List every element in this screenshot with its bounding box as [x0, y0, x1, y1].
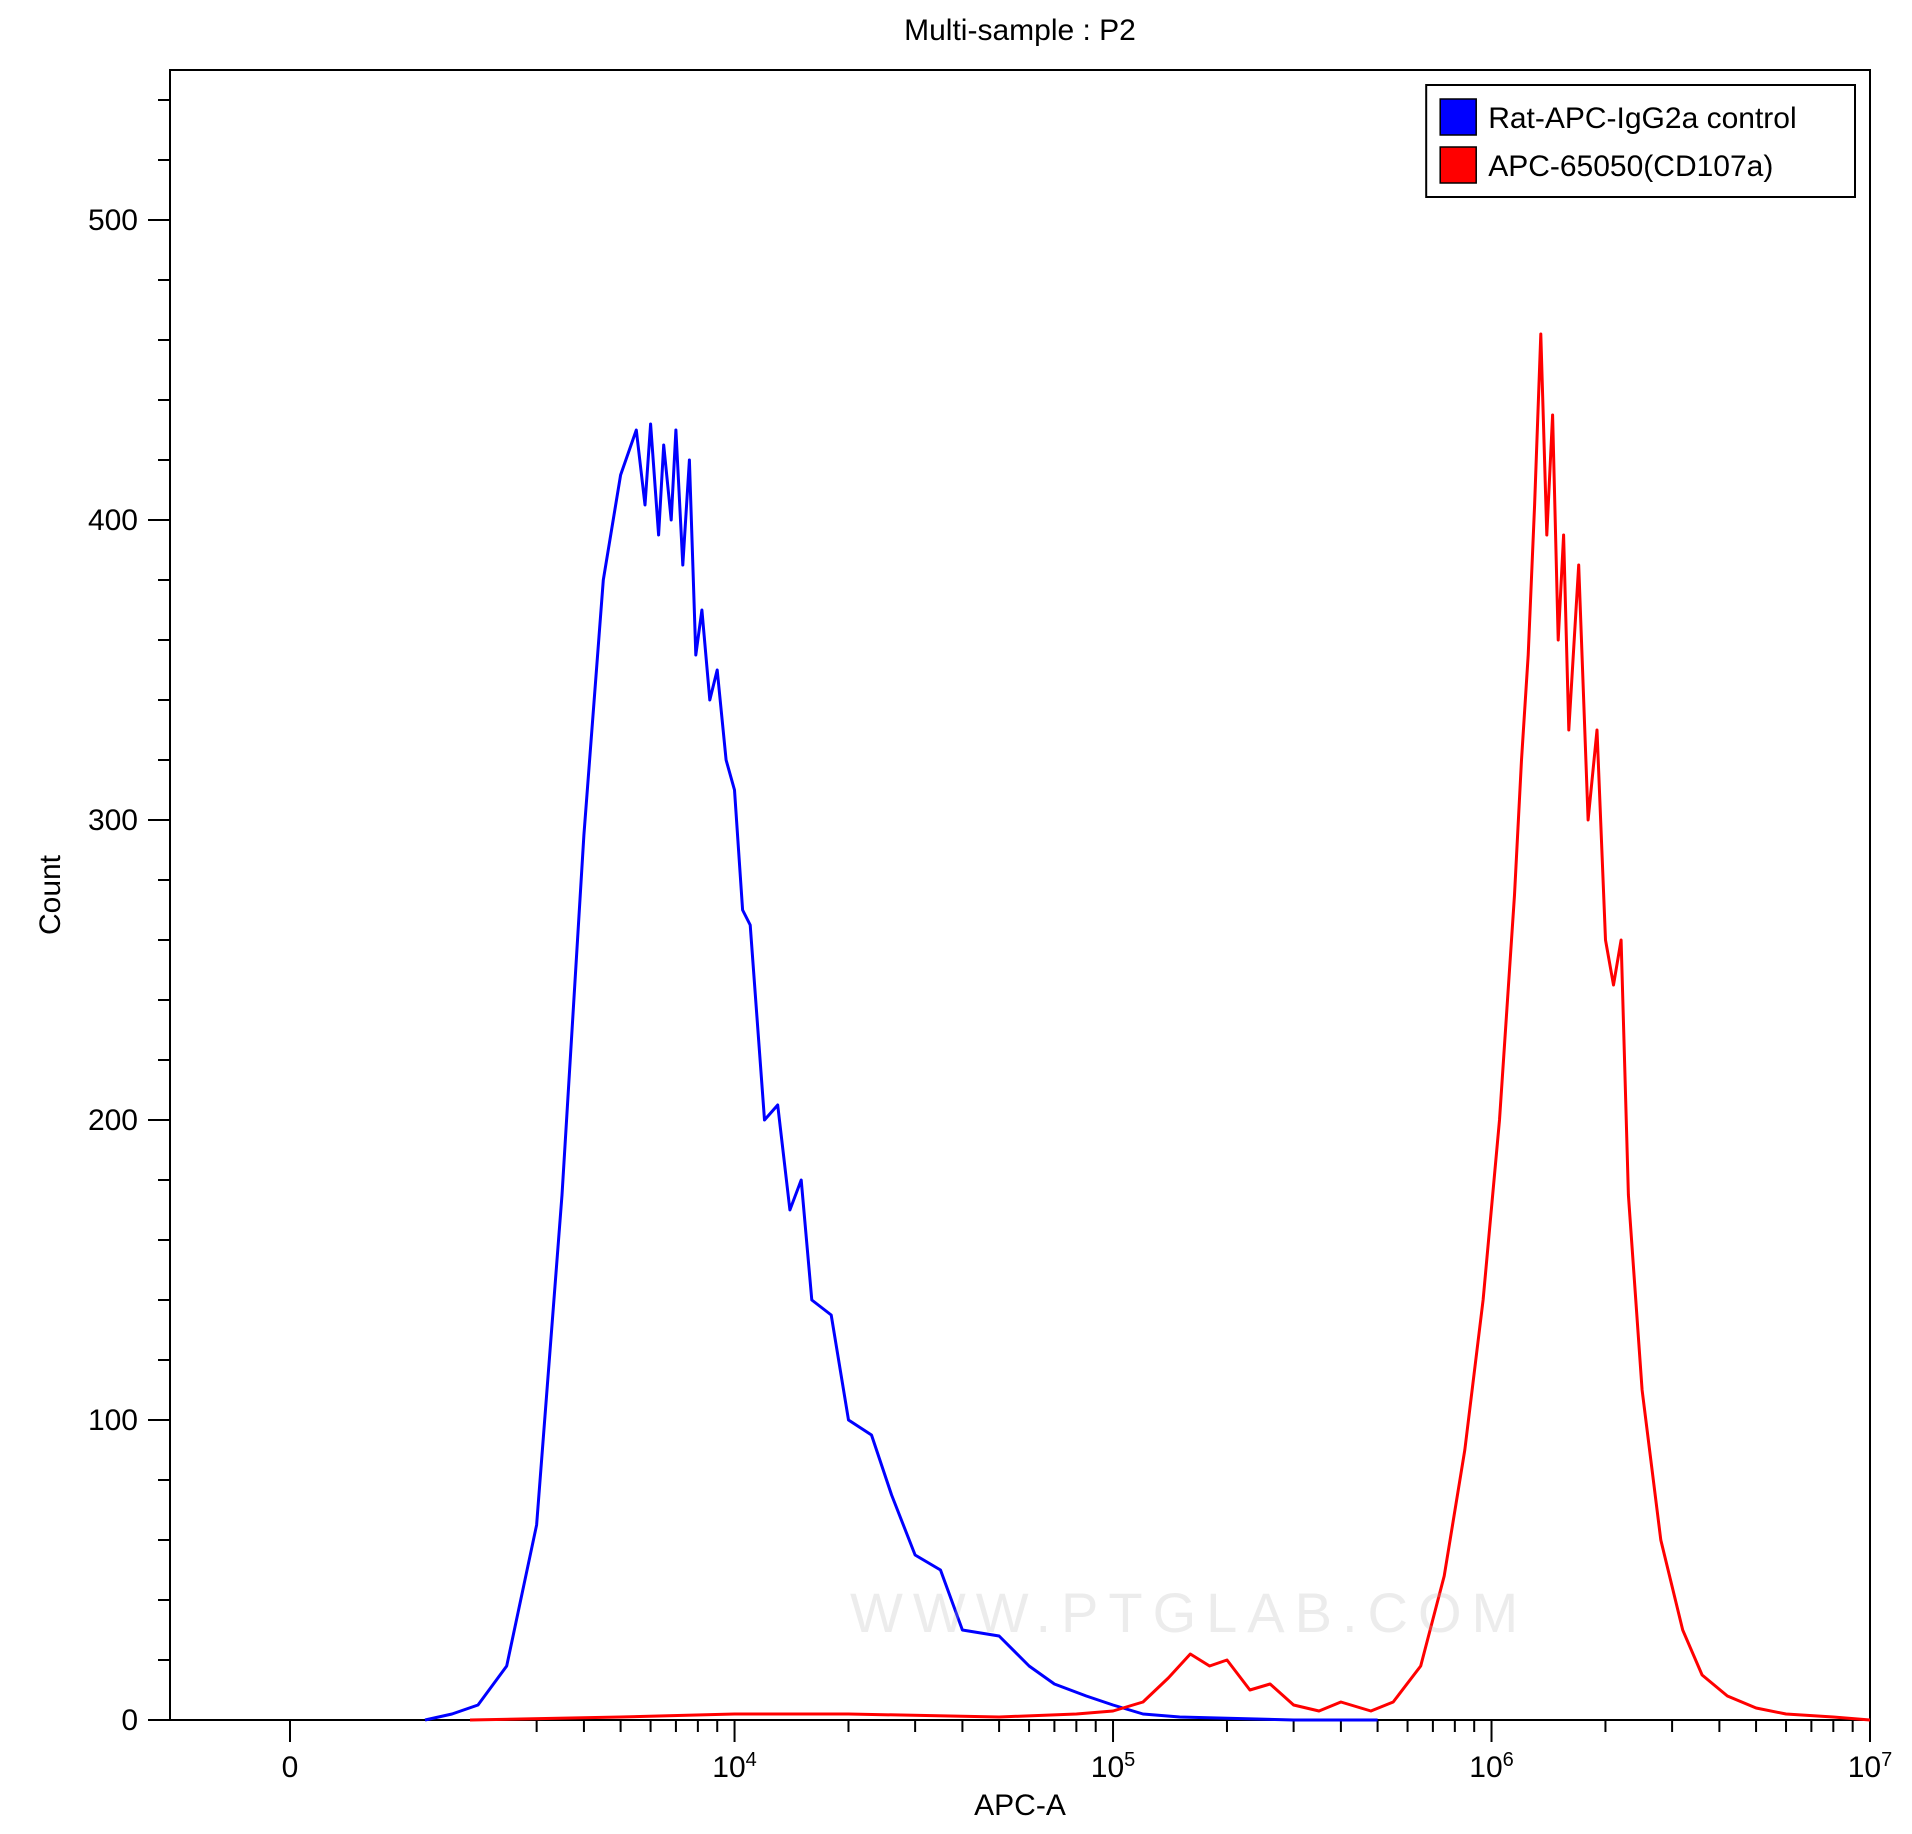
legend-swatch [1440, 99, 1476, 135]
flow-histogram-chart: 01002003004005000104105106107APC-ACountM… [0, 0, 1912, 1834]
legend-swatch [1440, 147, 1476, 183]
svg-text:Multi-sample : P2: Multi-sample : P2 [904, 14, 1136, 47]
legend-label: APC-65050(CD107a) [1488, 150, 1773, 183]
svg-text:200: 200 [88, 1104, 138, 1137]
svg-text:500: 500 [88, 204, 138, 237]
chart-container: 01002003004005000104105106107APC-ACountM… [0, 0, 1912, 1834]
svg-text:0: 0 [121, 1704, 138, 1737]
svg-text:0: 0 [282, 1751, 299, 1784]
legend-label: Rat-APC-IgG2a control [1488, 102, 1796, 135]
svg-text:100: 100 [88, 1404, 138, 1437]
svg-text:Count: Count [34, 854, 67, 935]
svg-text:400: 400 [88, 504, 138, 537]
svg-text:300: 300 [88, 804, 138, 837]
svg-text:APC-A: APC-A [974, 1789, 1066, 1822]
